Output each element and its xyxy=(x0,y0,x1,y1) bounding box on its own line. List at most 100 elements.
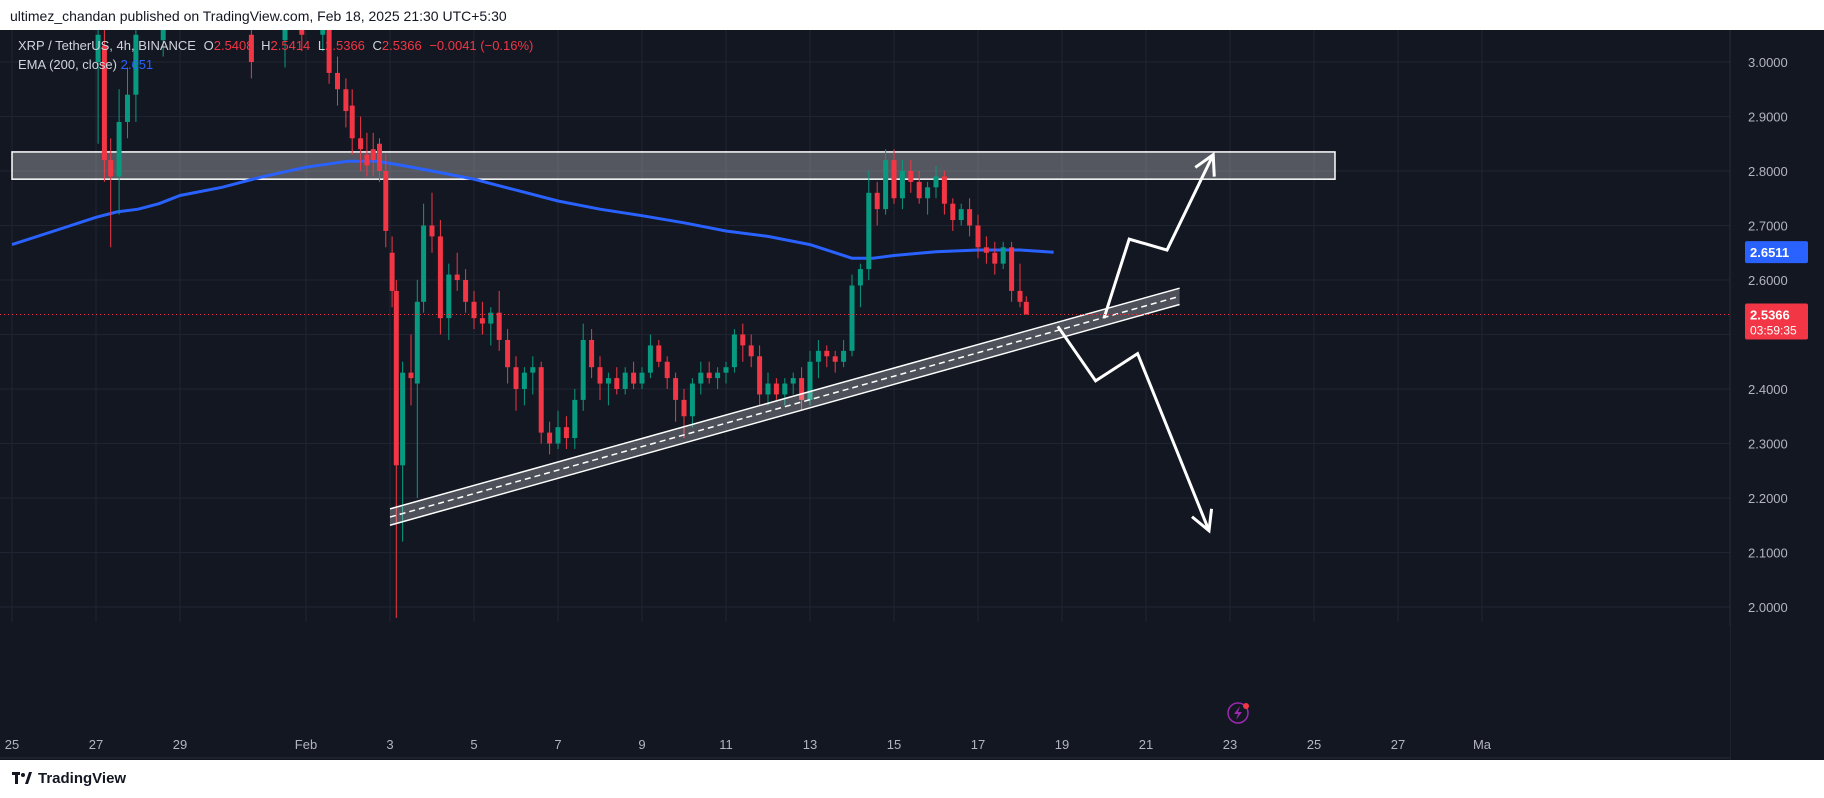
candle-body xyxy=(791,378,796,383)
time-tick-label: 9 xyxy=(638,737,645,752)
support-channel-fill xyxy=(390,288,1180,525)
candle-body xyxy=(740,335,745,346)
candle-body xyxy=(117,122,122,177)
candle-body xyxy=(732,335,737,368)
legend-c-value: 2.5366 xyxy=(382,38,422,53)
support-channel[interactable] xyxy=(390,288,1180,525)
legend-h-label: H xyxy=(261,38,270,53)
projection-down-arrow[interactable] xyxy=(1058,326,1209,530)
candle-down xyxy=(707,362,712,384)
candle-body xyxy=(539,367,544,432)
candle-body xyxy=(400,373,405,466)
footer: TradingView xyxy=(0,760,1824,798)
price-tick-label: 2.3000 xyxy=(1748,437,1788,452)
candle-body xyxy=(556,427,561,443)
candle-body xyxy=(394,291,399,465)
candle-body xyxy=(463,280,468,302)
candle-body xyxy=(992,253,997,264)
candle-body xyxy=(335,73,340,89)
candle-body xyxy=(350,106,355,139)
candle-down xyxy=(740,324,745,362)
time-tick-label: 25 xyxy=(5,737,19,752)
candle-body xyxy=(925,187,930,198)
candle-body xyxy=(917,182,922,198)
time-tick-label: 19 xyxy=(1055,737,1069,752)
candle-down xyxy=(409,335,414,406)
footer-brand: TradingView xyxy=(38,770,126,787)
candle-body xyxy=(606,378,611,383)
candle-down xyxy=(505,329,510,384)
chart-area[interactable]: 3.00002.90002.80002.70002.60002.50002.40… xyxy=(0,30,1824,760)
resistance-zone[interactable] xyxy=(12,152,1335,179)
candle-body xyxy=(472,302,477,318)
publish-header: ultimez_chandan published on TradingView… xyxy=(0,0,1824,30)
legend-c-label: C xyxy=(373,38,382,53)
time-tick-label: 11 xyxy=(719,737,733,752)
candle-down xyxy=(774,378,779,400)
candle-up xyxy=(732,329,737,373)
resistance-zone-rect[interactable] xyxy=(12,152,1335,179)
candle-body xyxy=(299,30,304,35)
legend-ema-label[interactable]: EMA (200, close) xyxy=(18,57,117,72)
candle-up xyxy=(766,373,771,406)
candle-down xyxy=(976,215,981,259)
candle-up xyxy=(522,367,527,405)
candle-body xyxy=(343,89,348,111)
candle-body xyxy=(757,356,762,394)
candle-body xyxy=(967,209,972,225)
candle-down xyxy=(335,57,340,106)
candle-down xyxy=(950,198,955,231)
tradingview-logo[interactable]: TradingView xyxy=(12,770,126,787)
time-tick-label: 27 xyxy=(89,737,103,752)
candle-body xyxy=(866,193,871,269)
time-tick-label: 13 xyxy=(803,737,817,752)
candle-up xyxy=(791,373,796,395)
candle-down xyxy=(1024,296,1029,314)
candle-up xyxy=(117,89,122,214)
support-channel-edge[interactable] xyxy=(390,305,1180,526)
time-tick-label: 7 xyxy=(554,737,561,752)
candle-up xyxy=(488,307,493,345)
tradingview-logo-icon xyxy=(12,772,32,786)
candle-up xyxy=(623,367,628,394)
candle-body xyxy=(934,176,939,187)
candle-body xyxy=(850,285,855,350)
price-tick-label: 3.0000 xyxy=(1748,55,1788,70)
price-tick-label: 2.1000 xyxy=(1748,546,1788,561)
candle-body xyxy=(698,373,703,384)
candle-body xyxy=(640,373,645,384)
candle-up xyxy=(421,204,426,313)
price-axis[interactable]: 3.00002.90002.80002.70002.60002.50002.40… xyxy=(1730,30,1824,760)
candle-down xyxy=(343,78,348,127)
candle-body xyxy=(377,144,382,171)
candle-body xyxy=(547,433,552,444)
candle-body xyxy=(514,367,519,389)
candle-body xyxy=(480,318,485,323)
candle-body xyxy=(320,30,325,35)
candle-down xyxy=(539,362,544,444)
candle-down xyxy=(463,269,468,313)
candle-body xyxy=(900,171,905,198)
candle-up xyxy=(816,340,821,378)
candle-body xyxy=(908,171,913,182)
candle-body xyxy=(1024,302,1029,315)
legend-symbol[interactable]: XRP / TetherUS, 4h, BINANCE xyxy=(18,38,196,53)
candle-down xyxy=(497,291,502,351)
candle-down xyxy=(833,351,838,373)
candle-up xyxy=(866,171,871,280)
support-channel-edge[interactable] xyxy=(390,288,1180,509)
candle-up xyxy=(858,264,863,308)
projection-arrows[interactable] xyxy=(1058,155,1214,531)
candle-body xyxy=(724,367,729,372)
candle-body xyxy=(648,345,653,372)
time-axis[interactable]: 25 27 29 Feb 3 5 7 9 11 13 15 17 19 21 23 25 27 Ma xyxy=(0,626,1730,760)
candle-body xyxy=(858,269,863,285)
candle-up xyxy=(698,362,703,395)
candle-body xyxy=(1009,247,1014,291)
candle-body xyxy=(942,176,947,203)
legend-o-value: 2.5408 xyxy=(214,38,254,53)
candle-down xyxy=(598,356,603,400)
candle-down xyxy=(631,362,636,389)
price-tick-label: 2.4000 xyxy=(1748,382,1788,397)
price-chart[interactable]: 3.00002.90002.80002.70002.60002.50002.40… xyxy=(0,30,1824,760)
